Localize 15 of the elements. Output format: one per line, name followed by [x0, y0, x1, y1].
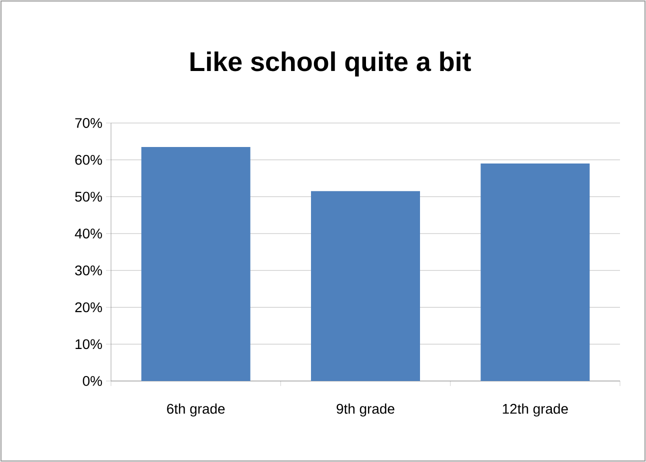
y-tick-label: 0% — [82, 376, 102, 386]
y-tick-label: 70% — [75, 118, 102, 128]
chart-title: Like school quite a bit — [190, 51, 471, 77]
y-tick-label: 30% — [75, 265, 102, 276]
bar — [141, 146, 250, 381]
y-tick-label: 10% — [76, 339, 102, 350]
bar — [480, 164, 590, 381]
x-tick-label: 9th grade — [336, 404, 394, 417]
y-tick-label: 60% — [75, 154, 102, 165]
bar — [311, 191, 420, 381]
x-tick-label: 12th grade — [502, 404, 568, 417]
x-tick-label: 6th grade — [167, 404, 225, 417]
y-tick-label: 50% — [75, 192, 102, 202]
y-tick-label: 20% — [75, 302, 102, 312]
y-tick-label: 40% — [74, 228, 102, 239]
